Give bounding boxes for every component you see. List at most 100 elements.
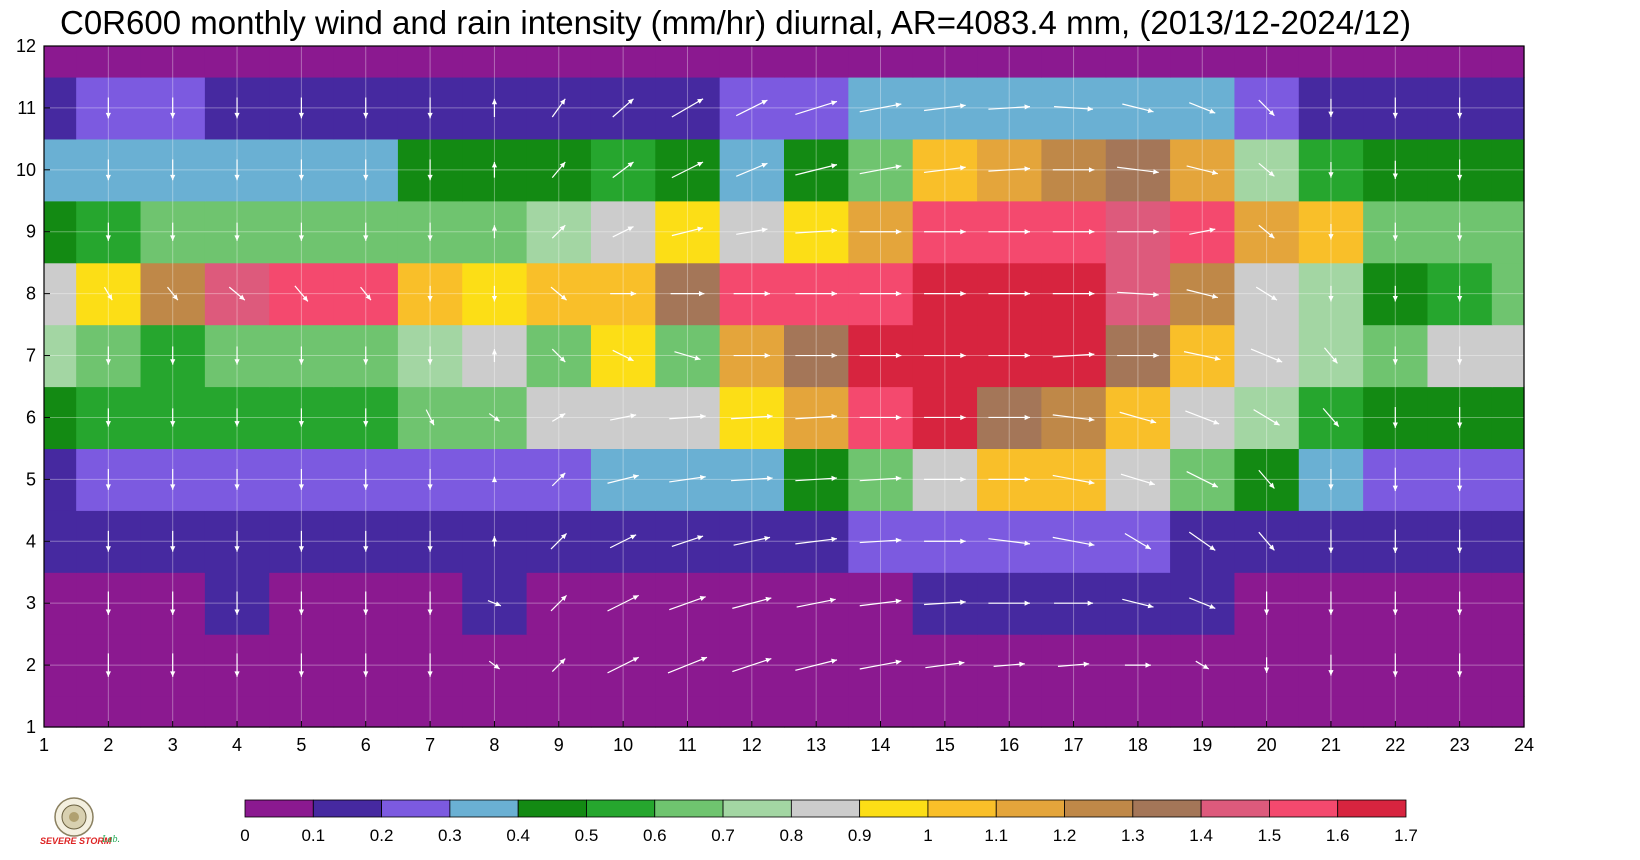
wind-arrow — [103, 286, 113, 301]
wind-arrow — [1122, 103, 1154, 114]
wind-arrow — [298, 222, 305, 241]
wind-arrow — [551, 413, 566, 422]
wind-arrow — [735, 162, 768, 177]
wind-arrow — [1185, 410, 1220, 425]
wind-arrow — [988, 538, 1031, 546]
wind-arrow — [491, 536, 498, 547]
wind-arrow — [859, 352, 902, 359]
y-tick-label: 1 — [26, 717, 36, 737]
wind-arrow — [363, 346, 369, 365]
wind-arrow — [105, 346, 111, 365]
wind-arrow — [170, 530, 176, 552]
wind-arrow — [491, 225, 498, 239]
wind-arrow — [427, 591, 433, 615]
wind-arrow — [1392, 407, 1398, 428]
x-tick-label: 6 — [361, 735, 371, 755]
wind-arrow — [1052, 351, 1095, 358]
wind-arrow — [1119, 411, 1157, 424]
wind-arrow — [298, 530, 305, 552]
colorbar-swatch — [927, 799, 997, 818]
colorbar-swatch — [1200, 799, 1270, 818]
x-tick-label: 7 — [425, 735, 435, 755]
wind-arrow — [298, 159, 305, 181]
wind-arrow — [427, 222, 433, 241]
wind-arrow — [796, 597, 836, 608]
wind-arrow — [427, 97, 433, 119]
x-tick-label: 3 — [168, 735, 178, 755]
wind-arrow — [732, 596, 772, 609]
wind-arrow — [1457, 159, 1463, 181]
wind-arrow — [1189, 102, 1216, 114]
y-tick-label: 4 — [26, 531, 36, 551]
wind-arrow — [924, 414, 966, 421]
wind-arrow — [170, 408, 176, 427]
wind-arrow — [298, 408, 305, 427]
wind-arrow — [170, 653, 176, 677]
wind-arrow — [795, 658, 838, 671]
wind-arrow — [234, 468, 240, 490]
y-tick-label: 6 — [26, 407, 36, 427]
wind-arrow — [730, 475, 773, 482]
y-tick-label: 10 — [16, 160, 36, 180]
colorbar-swatch — [1132, 799, 1202, 818]
colorbar-swatch — [722, 799, 792, 818]
wind-arrow — [228, 286, 246, 301]
wind-arrow — [859, 475, 902, 482]
heatmap-cell — [1491, 386, 1525, 450]
wind-arrow — [298, 468, 305, 490]
wind-arrow — [988, 600, 1031, 606]
wind-arrow — [1258, 162, 1275, 177]
wind-arrow — [105, 591, 111, 615]
wind-arrow — [1052, 536, 1095, 547]
heatmap-cell — [1363, 46, 1429, 78]
wind-arrow — [551, 224, 566, 239]
wind-arrow — [1328, 98, 1334, 118]
wind-arrow — [1253, 409, 1280, 426]
wind-arrow — [1258, 531, 1275, 551]
wind-arrow — [610, 291, 637, 297]
wind-arrow — [1186, 289, 1219, 299]
colorbar-swatch — [790, 799, 861, 818]
wind-arrow — [487, 600, 502, 607]
wind-arrow — [1263, 591, 1270, 615]
wind-arrow — [669, 474, 706, 483]
wind-arrow — [795, 352, 837, 359]
wind-arrow — [1183, 351, 1221, 361]
heatmap-cell — [269, 46, 335, 78]
wind-arrow — [667, 656, 708, 674]
x-tick-label: 12 — [742, 735, 762, 755]
wind-arrow — [1189, 227, 1216, 235]
wind-arrow — [1392, 346, 1398, 365]
wind-arrow — [924, 352, 966, 359]
wind-arrow — [730, 413, 773, 420]
heatmap-cell — [1491, 262, 1525, 326]
colorbar-swatch — [517, 799, 587, 818]
wind-arrow — [170, 468, 176, 490]
wind-arrow — [674, 351, 701, 361]
wind-arrow — [363, 159, 369, 181]
wind-arrow — [488, 660, 500, 670]
wind-arrow — [234, 159, 240, 181]
wind-arrow — [1195, 660, 1210, 670]
wind-arrow — [1392, 653, 1398, 677]
x-tick-label: 23 — [1450, 735, 1470, 755]
wind-arrow — [1122, 598, 1154, 609]
wind-arrow — [735, 99, 768, 117]
colorbar-label: 0.8 — [780, 826, 804, 845]
colorbar-label: 0.1 — [301, 826, 325, 845]
heatmap-cell — [1427, 46, 1493, 78]
x-tick-label: 17 — [1064, 735, 1084, 755]
wind-arrow — [551, 98, 566, 118]
wind-arrow — [1263, 657, 1270, 673]
wind-arrow — [170, 159, 176, 181]
wind-arrow — [610, 413, 637, 421]
wind-arrow — [105, 408, 111, 427]
wind-arrow — [1117, 291, 1159, 298]
wind-arrow — [167, 286, 179, 301]
heatmap-cell — [140, 46, 206, 78]
heatmap-cell — [1491, 510, 1525, 573]
wind-arrow — [427, 530, 433, 552]
x-tick-label: 22 — [1385, 735, 1405, 755]
x-tick-label: 5 — [296, 735, 306, 755]
